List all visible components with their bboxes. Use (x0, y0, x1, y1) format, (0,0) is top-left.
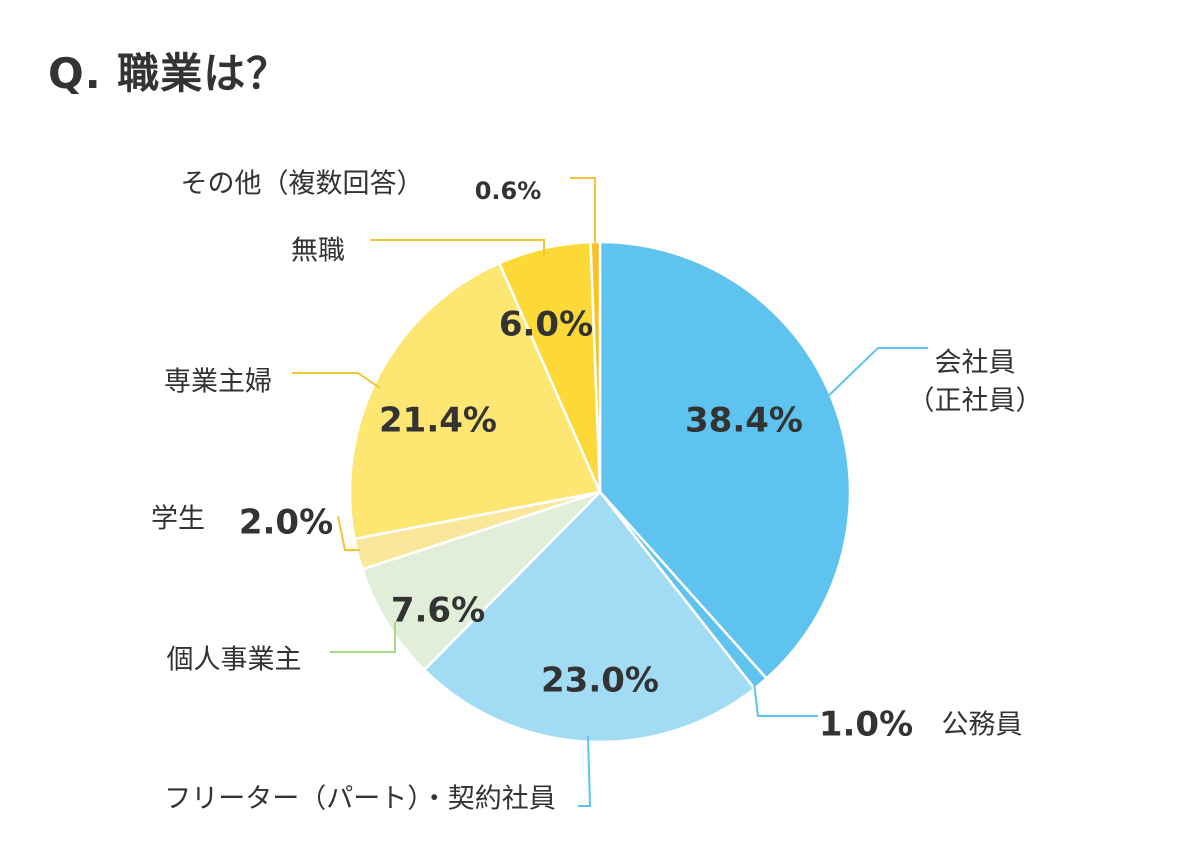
value-label-freeter: 23.0% (541, 661, 659, 701)
slice-freeter (423, 490, 756, 744)
category-label-koumuin: 公務員 (942, 710, 1023, 741)
value-label-sonota: 0.6% (475, 177, 542, 205)
leader-line-sengyou-shufu (292, 372, 381, 389)
leader-line-kaishain (821, 347, 928, 403)
leader-line-koumuin (753, 681, 818, 717)
category-label-sonota: その他（複数回答） (181, 169, 424, 200)
category-label-kaishain: 会社員 (935, 348, 1016, 379)
leader-line-freeter (578, 735, 592, 807)
category-sublabel-kaishain: （正社員） (908, 386, 1043, 417)
value-label-sengyou-shufu: 21.4% (379, 401, 497, 441)
leader-line-sonota (570, 177, 596, 243)
category-label-sengyou-shufu: 専業主婦 (164, 367, 272, 398)
category-label-mushoku: 無職 (291, 236, 345, 267)
value-label-koumuin: 1.0% (819, 705, 913, 745)
category-label-freeter: フリーター（パート）・契約社員 (164, 784, 556, 815)
category-label-kojin-jigyounushi: 個人事業主 (167, 645, 302, 676)
leader-line-gakusei (337, 515, 360, 551)
leader-lines (292, 177, 928, 807)
chart-title: Q. 職業は？ (48, 49, 290, 98)
leader-line-kojin-jigyounushi (330, 622, 396, 653)
category-label-gakusei: 学生 (151, 504, 205, 535)
value-label-kaishain: 38.4% (685, 401, 803, 441)
value-label-gakusei: 2.0% (239, 503, 333, 543)
slice-sengyou-shufu (348, 261, 602, 541)
slice-kojin-jigyounushi (360, 490, 602, 672)
value-label-kojin-jigyounushi: 7.6% (391, 591, 485, 631)
pie-slices (348, 240, 852, 744)
value-label-mushoku: 6.0% (499, 305, 593, 345)
slice-labels: 38.4% 会社員 （正社員） 1.0% 公務員 23.0% フリーター（パート）・契約社員… (151, 169, 1043, 815)
slice-kaishain (598, 240, 852, 680)
leader-line-mushoku (370, 239, 545, 256)
